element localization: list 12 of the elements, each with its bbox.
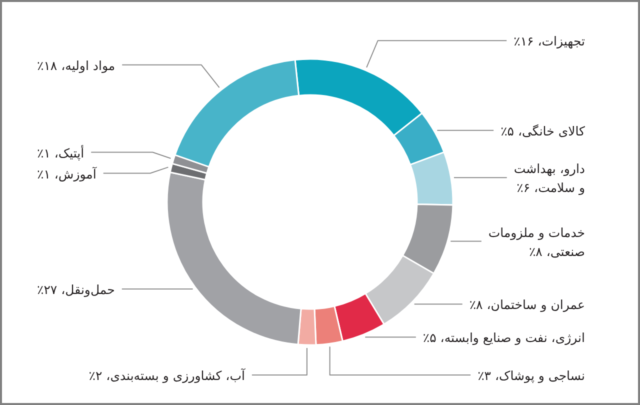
slice-label: عمران و ساختمان، ۸٪ xyxy=(469,296,586,313)
slice-label: أپتیک، ۱٪ xyxy=(36,144,84,161)
slice-label: انرژی، نفت و صنایع وابسته، ۵٪ xyxy=(422,330,586,346)
slice-label: مواد اولیه، ۱۸٪ xyxy=(36,57,116,74)
slice-label: تجهیزات، ۱۶٪ xyxy=(514,33,586,50)
slice-label: آموزش، ۱٪ xyxy=(36,166,97,182)
slice-label: خدمات و ملزومات صنعتی، ۸٪ xyxy=(488,224,586,258)
slice-label: نساجی و پوشاک، ۳٪ xyxy=(478,368,586,384)
slice-label: حمل‌ونقل، ۲۷٪ xyxy=(36,282,115,298)
slice-label: دارو، بهداشت و سلامت، ۶٪ xyxy=(514,160,586,196)
slice-label: کالای خانگی، ۵٪ xyxy=(500,122,586,138)
slice-label: آب، کشاورزی و بسته‌بندی، ۲٪ xyxy=(88,368,246,384)
